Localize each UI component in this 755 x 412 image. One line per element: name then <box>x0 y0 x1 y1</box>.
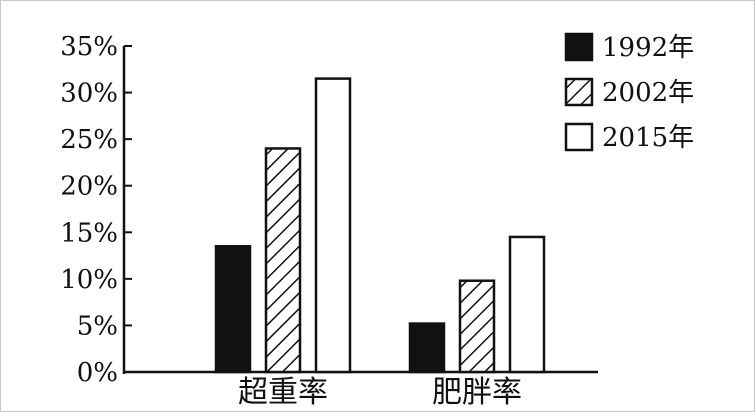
legend-swatch <box>564 77 594 107</box>
y-tick-label: 35% <box>60 32 118 62</box>
bar-3-2 <box>508 235 546 374</box>
axis-labels: 0% 5% 10% 15% 20% 25% 30% 35% 超重率 肥胖率 <box>60 32 522 410</box>
legend-label: 2015年 <box>602 123 694 153</box>
bar-1-2 <box>408 322 446 374</box>
category-label: 超重率 <box>238 375 328 410</box>
bar-3-1 <box>314 77 352 374</box>
y-tick-label: 25% <box>60 125 118 155</box>
bars <box>214 77 546 374</box>
legend-swatch <box>564 32 594 62</box>
bar-2-1 <box>264 147 302 374</box>
y-tick-label: 10% <box>60 265 118 295</box>
y-tick-label: 5% <box>77 311 118 341</box>
bar-1-1 <box>214 245 252 374</box>
y-tick-label: 20% <box>60 172 118 202</box>
category-label: 肥胖率 <box>432 375 522 410</box>
y-tick-label: 30% <box>60 79 118 109</box>
bar-2-2 <box>458 279 496 374</box>
legend-label: 2002年 <box>602 78 694 108</box>
legend-swatch <box>564 122 594 152</box>
y-tick-label: 0% <box>77 358 118 388</box>
legend: 1992年 2002年 2015年 <box>564 32 694 153</box>
y-tick-label: 15% <box>60 218 118 248</box>
legend-label: 1992年 <box>602 33 694 63</box>
